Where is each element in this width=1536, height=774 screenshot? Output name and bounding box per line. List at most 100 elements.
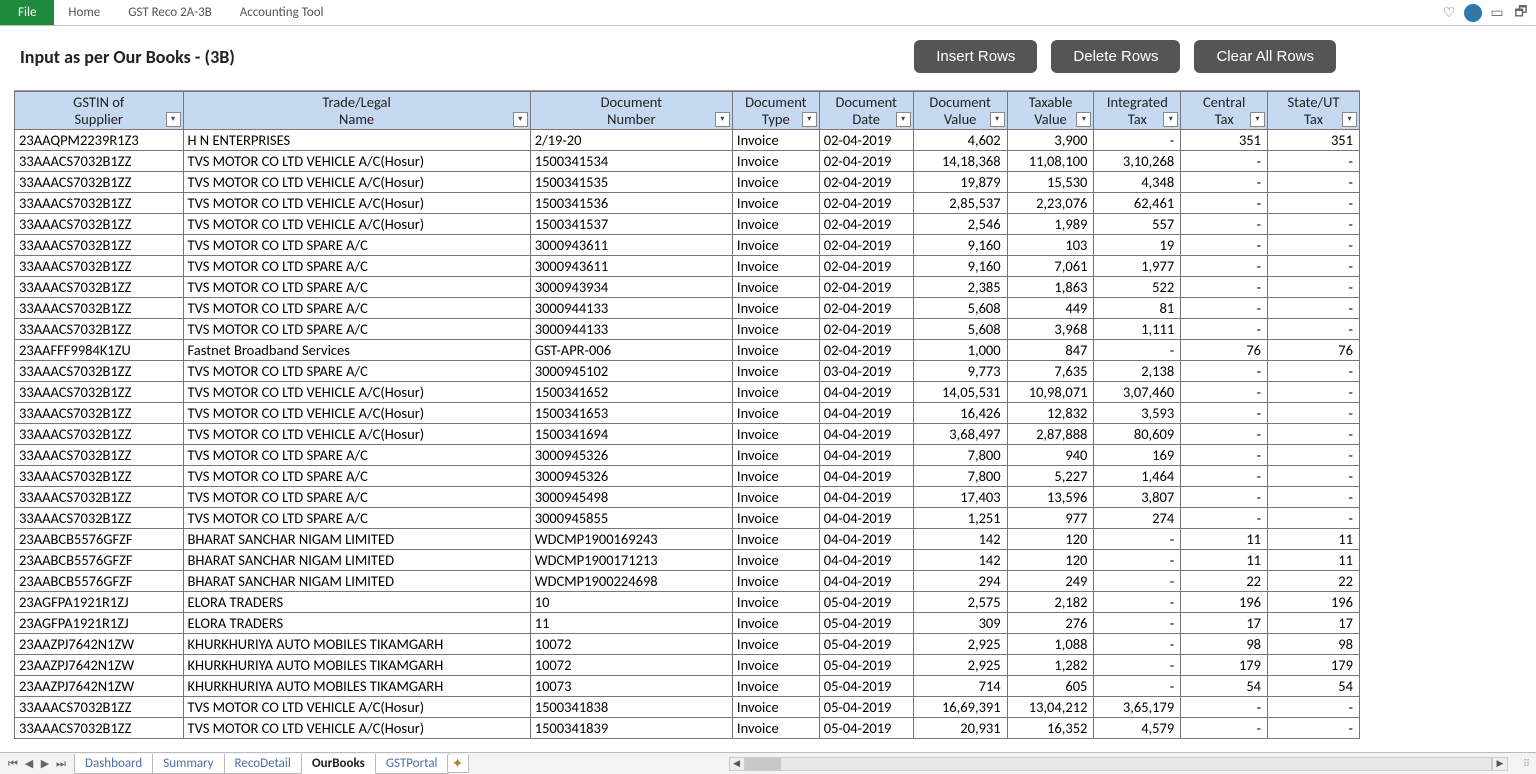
filter-dropdown-icon[interactable]: ▾ [802,112,817,127]
table-cell[interactable]: WDCMP1900169243 [530,529,732,550]
table-cell[interactable]: Invoice [732,424,819,445]
table-cell[interactable]: 05-04-2019 [819,613,913,634]
table-row[interactable]: 33AAACS7032B1ZZTVS MOTOR CO LTD SPARE A/… [15,508,1360,529]
table-cell[interactable]: 23AAFFF9984K1ZU [15,340,184,361]
table-cell[interactable]: 05-04-2019 [819,697,913,718]
table-cell[interactable]: 23AABCB5576GFZF [15,571,184,592]
table-cell[interactable]: 54 [1268,676,1360,697]
hscroll-left-icon[interactable]: ◀ [729,757,745,771]
table-cell[interactable]: 04-04-2019 [819,529,913,550]
table-cell[interactable]: - [1268,697,1360,718]
table-cell[interactable]: 33AAACS7032B1ZZ [15,403,184,424]
table-row[interactable]: 33AAACS7032B1ZZTVS MOTOR CO LTD VEHICLE … [15,382,1360,403]
heart-icon[interactable]: ♡ [1440,4,1458,22]
hscroll-right-icon[interactable]: ▶ [1492,757,1508,771]
table-cell[interactable]: 1500341537 [530,214,732,235]
table-cell[interactable]: TVS MOTOR CO LTD SPARE A/C [183,487,530,508]
table-cell[interactable]: 276 [1007,613,1094,634]
table-cell[interactable]: WDCMP1900171213 [530,550,732,571]
table-cell[interactable]: - [1268,361,1360,382]
table-cell[interactable]: - [1268,151,1360,172]
table-cell[interactable]: 847 [1007,340,1094,361]
table-cell[interactable]: Invoice [732,445,819,466]
horizontal-scrollbar[interactable]: ◀ ▶ [729,757,1508,771]
table-cell[interactable]: 2,138 [1094,361,1181,382]
table-cell[interactable]: - [1181,718,1268,739]
column-header[interactable]: IntegratedTax▾ [1094,92,1181,130]
table-cell[interactable]: 249 [1007,571,1094,592]
table-cell[interactable]: 23AGFPA1921R1ZJ [15,613,184,634]
menu-home[interactable]: Home [54,0,114,25]
table-cell[interactable]: Fastnet Broadband Services [183,340,530,361]
table-cell[interactable]: 04-04-2019 [819,445,913,466]
filter-dropdown-icon[interactable]: ▾ [990,112,1005,127]
table-row[interactable]: 33AAACS7032B1ZZTVS MOTOR CO LTD VEHICLE … [15,214,1360,235]
filter-dropdown-icon[interactable]: ▾ [1163,112,1178,127]
column-header[interactable]: State/UTTax▾ [1268,92,1360,130]
table-cell[interactable]: 33AAACS7032B1ZZ [15,487,184,508]
table-cell[interactable]: - [1181,193,1268,214]
table-cell[interactable]: Invoice [732,151,819,172]
insert-rows-button[interactable]: Insert Rows [914,40,1037,73]
table-row[interactable]: 33AAACS7032B1ZZTVS MOTOR CO LTD VEHICLE … [15,424,1360,445]
table-cell[interactable]: 54 [1181,676,1268,697]
table-cell[interactable]: 23AABCB5576GFZF [15,529,184,550]
table-cell[interactable]: Invoice [732,718,819,739]
filter-dropdown-icon[interactable]: ▾ [1342,112,1357,127]
table-cell[interactable]: 5,608 [913,319,1007,340]
table-cell[interactable]: Invoice [732,487,819,508]
table-cell[interactable]: 2,575 [913,592,1007,613]
table-row[interactable]: 23AAZPJ7642N1ZWKHURKHURIYA AUTO MOBILES … [15,676,1360,697]
table-cell[interactable]: 17 [1268,613,1360,634]
table-cell[interactable]: 19,879 [913,172,1007,193]
table-cell[interactable]: 196 [1268,592,1360,613]
table-cell[interactable]: Invoice [732,634,819,655]
table-cell[interactable]: TVS MOTOR CO LTD VEHICLE A/C(Hosur) [183,697,530,718]
table-cell[interactable]: - [1268,235,1360,256]
table-cell[interactable]: 23AABCB5576GFZF [15,550,184,571]
table-cell[interactable]: - [1181,298,1268,319]
table-cell[interactable]: - [1094,529,1181,550]
table-cell[interactable]: Invoice [732,550,819,571]
table-cell[interactable]: - [1181,235,1268,256]
table-cell[interactable]: 13,596 [1007,487,1094,508]
table-cell[interactable]: 2,385 [913,277,1007,298]
table-cell[interactable]: - [1181,466,1268,487]
table-cell[interactable]: 13,04,212 [1007,697,1094,718]
table-cell[interactable]: 4,579 [1094,718,1181,739]
table-cell[interactable]: 23AGFPA1921R1ZJ [15,592,184,613]
table-cell[interactable]: - [1268,172,1360,193]
table-cell[interactable]: 04-04-2019 [819,466,913,487]
table-cell[interactable]: 3000945326 [530,445,732,466]
table-cell[interactable]: - [1181,361,1268,382]
table-cell[interactable]: - [1094,571,1181,592]
table-cell[interactable]: 33AAACS7032B1ZZ [15,718,184,739]
table-cell[interactable]: 5,608 [913,298,1007,319]
table-cell[interactable]: 10072 [530,655,732,676]
table-cell[interactable]: TVS MOTOR CO LTD SPARE A/C [183,445,530,466]
table-cell[interactable]: 5,227 [1007,466,1094,487]
table-cell[interactable]: 3000943934 [530,277,732,298]
table-cell[interactable]: TVS MOTOR CO LTD SPARE A/C [183,508,530,529]
table-cell[interactable]: TVS MOTOR CO LTD SPARE A/C [183,361,530,382]
table-cell[interactable]: 04-04-2019 [819,424,913,445]
table-cell[interactable]: - [1181,214,1268,235]
table-cell[interactable]: 120 [1007,550,1094,571]
table-cell[interactable]: - [1094,592,1181,613]
column-header[interactable]: CentralTax▾ [1181,92,1268,130]
table-cell[interactable]: Invoice [732,508,819,529]
table-cell[interactable]: 714 [913,676,1007,697]
sheet-tab-recodetail[interactable]: RecoDetail [224,754,302,774]
table-cell[interactable]: 17,403 [913,487,1007,508]
table-cell[interactable]: 1500341653 [530,403,732,424]
table-cell[interactable]: 23AAZPJ7642N1ZW [15,634,184,655]
table-cell[interactable]: Invoice [732,340,819,361]
table-row[interactable]: 33AAACS7032B1ZZTVS MOTOR CO LTD SPARE A/… [15,445,1360,466]
table-cell[interactable]: - [1181,151,1268,172]
table-cell[interactable]: Invoice [732,235,819,256]
table-cell[interactable]: Invoice [732,529,819,550]
table-cell[interactable]: 1500341838 [530,697,732,718]
sheet-nav-last-icon[interactable]: ⏭ [54,757,68,771]
table-cell[interactable]: - [1094,550,1181,571]
table-cell[interactable]: TVS MOTOR CO LTD VEHICLE A/C(Hosur) [183,193,530,214]
